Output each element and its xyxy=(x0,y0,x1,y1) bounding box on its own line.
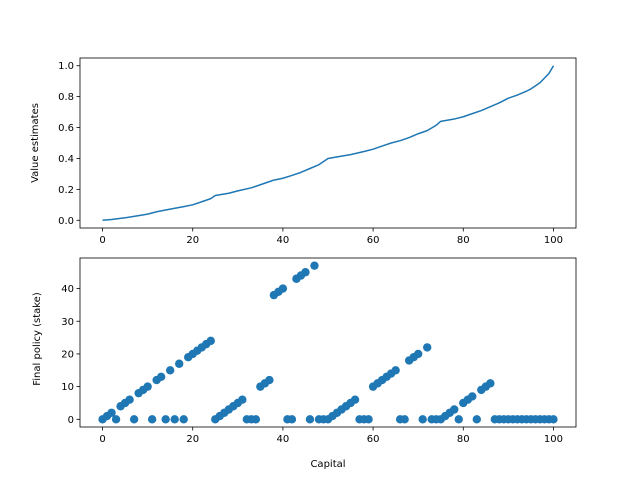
top-chart-ytick-label: 1.0 xyxy=(58,61,74,72)
bottom-chart-ylabel: Final policy (stake) xyxy=(32,292,43,386)
policy-point xyxy=(265,375,274,385)
bottom-chart-ytick-label: 30 xyxy=(61,317,74,328)
top-chart-ytick-label: 0.8 xyxy=(58,92,74,103)
policy-point xyxy=(468,392,477,401)
bottom-chart-ytick-label: 40 xyxy=(61,284,74,295)
policy-point xyxy=(175,359,184,368)
policy-point xyxy=(472,415,481,424)
bottom-chart-ytick-label: 20 xyxy=(61,349,74,360)
bottom-chart-xtick-label: 100 xyxy=(544,434,563,445)
value-estimates-line xyxy=(102,65,555,222)
top-chart-value-estimates: Value estimates 0 20 40 60 80 100 0.0 0.2 0.4 0.6… xyxy=(30,57,577,246)
bottom-chart-xtick-label: 60 xyxy=(367,434,380,445)
policy-point xyxy=(486,379,495,388)
policy-point xyxy=(413,349,423,359)
top-chart-ylabel: Value estimates xyxy=(30,103,41,183)
policy-point xyxy=(418,415,427,424)
policy-point xyxy=(143,382,152,391)
policy-point xyxy=(287,415,297,424)
top-chart-xtick-label: 20 xyxy=(186,235,199,246)
top-chart-xtick-label: 40 xyxy=(277,235,290,246)
top-chart-xtick-label: 100 xyxy=(544,235,563,246)
policy-point xyxy=(391,366,400,375)
policy-point xyxy=(350,395,360,404)
policy-point xyxy=(111,415,121,424)
policy-point xyxy=(549,415,558,424)
policy-point xyxy=(170,415,179,424)
top-chart-ytick-label: 0.2 xyxy=(58,185,74,196)
bottom-chart-ytick-label: 10 xyxy=(61,382,74,393)
bottom-chart-xtick-label: 80 xyxy=(457,434,470,445)
top-chart-xtick-label: 60 xyxy=(367,235,380,246)
policy-point xyxy=(454,415,463,424)
bottom-chart-final-policy: Final policy (stake) Capital 0 20 40 60 80 10… xyxy=(32,257,577,470)
bottom-chart-ytick-label: 0 xyxy=(68,415,74,426)
policy-point xyxy=(179,415,188,424)
policy-point xyxy=(107,408,116,417)
policy-point xyxy=(238,395,247,404)
bottom-chart-frame xyxy=(79,257,577,428)
policy-point xyxy=(165,366,175,375)
policy-point xyxy=(400,415,409,424)
bottom-chart-xtick-label: 0 xyxy=(99,434,105,445)
bottom-chart-xtick-label: 20 xyxy=(186,434,199,445)
bottom-chart-xtick-label: 40 xyxy=(277,434,290,445)
policy-point xyxy=(125,395,134,404)
policy-point xyxy=(147,415,157,424)
bottom-chart-xlabel: Capital xyxy=(310,459,345,470)
policy-point xyxy=(278,284,288,293)
policy-point xyxy=(156,372,166,382)
top-chart-ytick-label: 0.6 xyxy=(58,123,74,134)
policy-point xyxy=(301,268,310,277)
policy-point xyxy=(423,343,432,352)
policy-point xyxy=(364,415,373,424)
policy-point xyxy=(305,415,315,424)
policy-point xyxy=(206,336,215,346)
top-chart-xtick-label: 0 xyxy=(99,235,105,246)
top-chart-ytick-label: 0.4 xyxy=(58,154,74,165)
policy-point xyxy=(251,415,261,424)
top-chart-ytick-label: 0.0 xyxy=(58,216,74,227)
policy-point xyxy=(310,261,319,270)
policy-point xyxy=(129,415,139,424)
policy-point xyxy=(161,415,170,424)
top-chart-xtick-label: 80 xyxy=(457,235,470,246)
top-chart-frame xyxy=(79,57,577,229)
policy-point xyxy=(450,405,459,414)
